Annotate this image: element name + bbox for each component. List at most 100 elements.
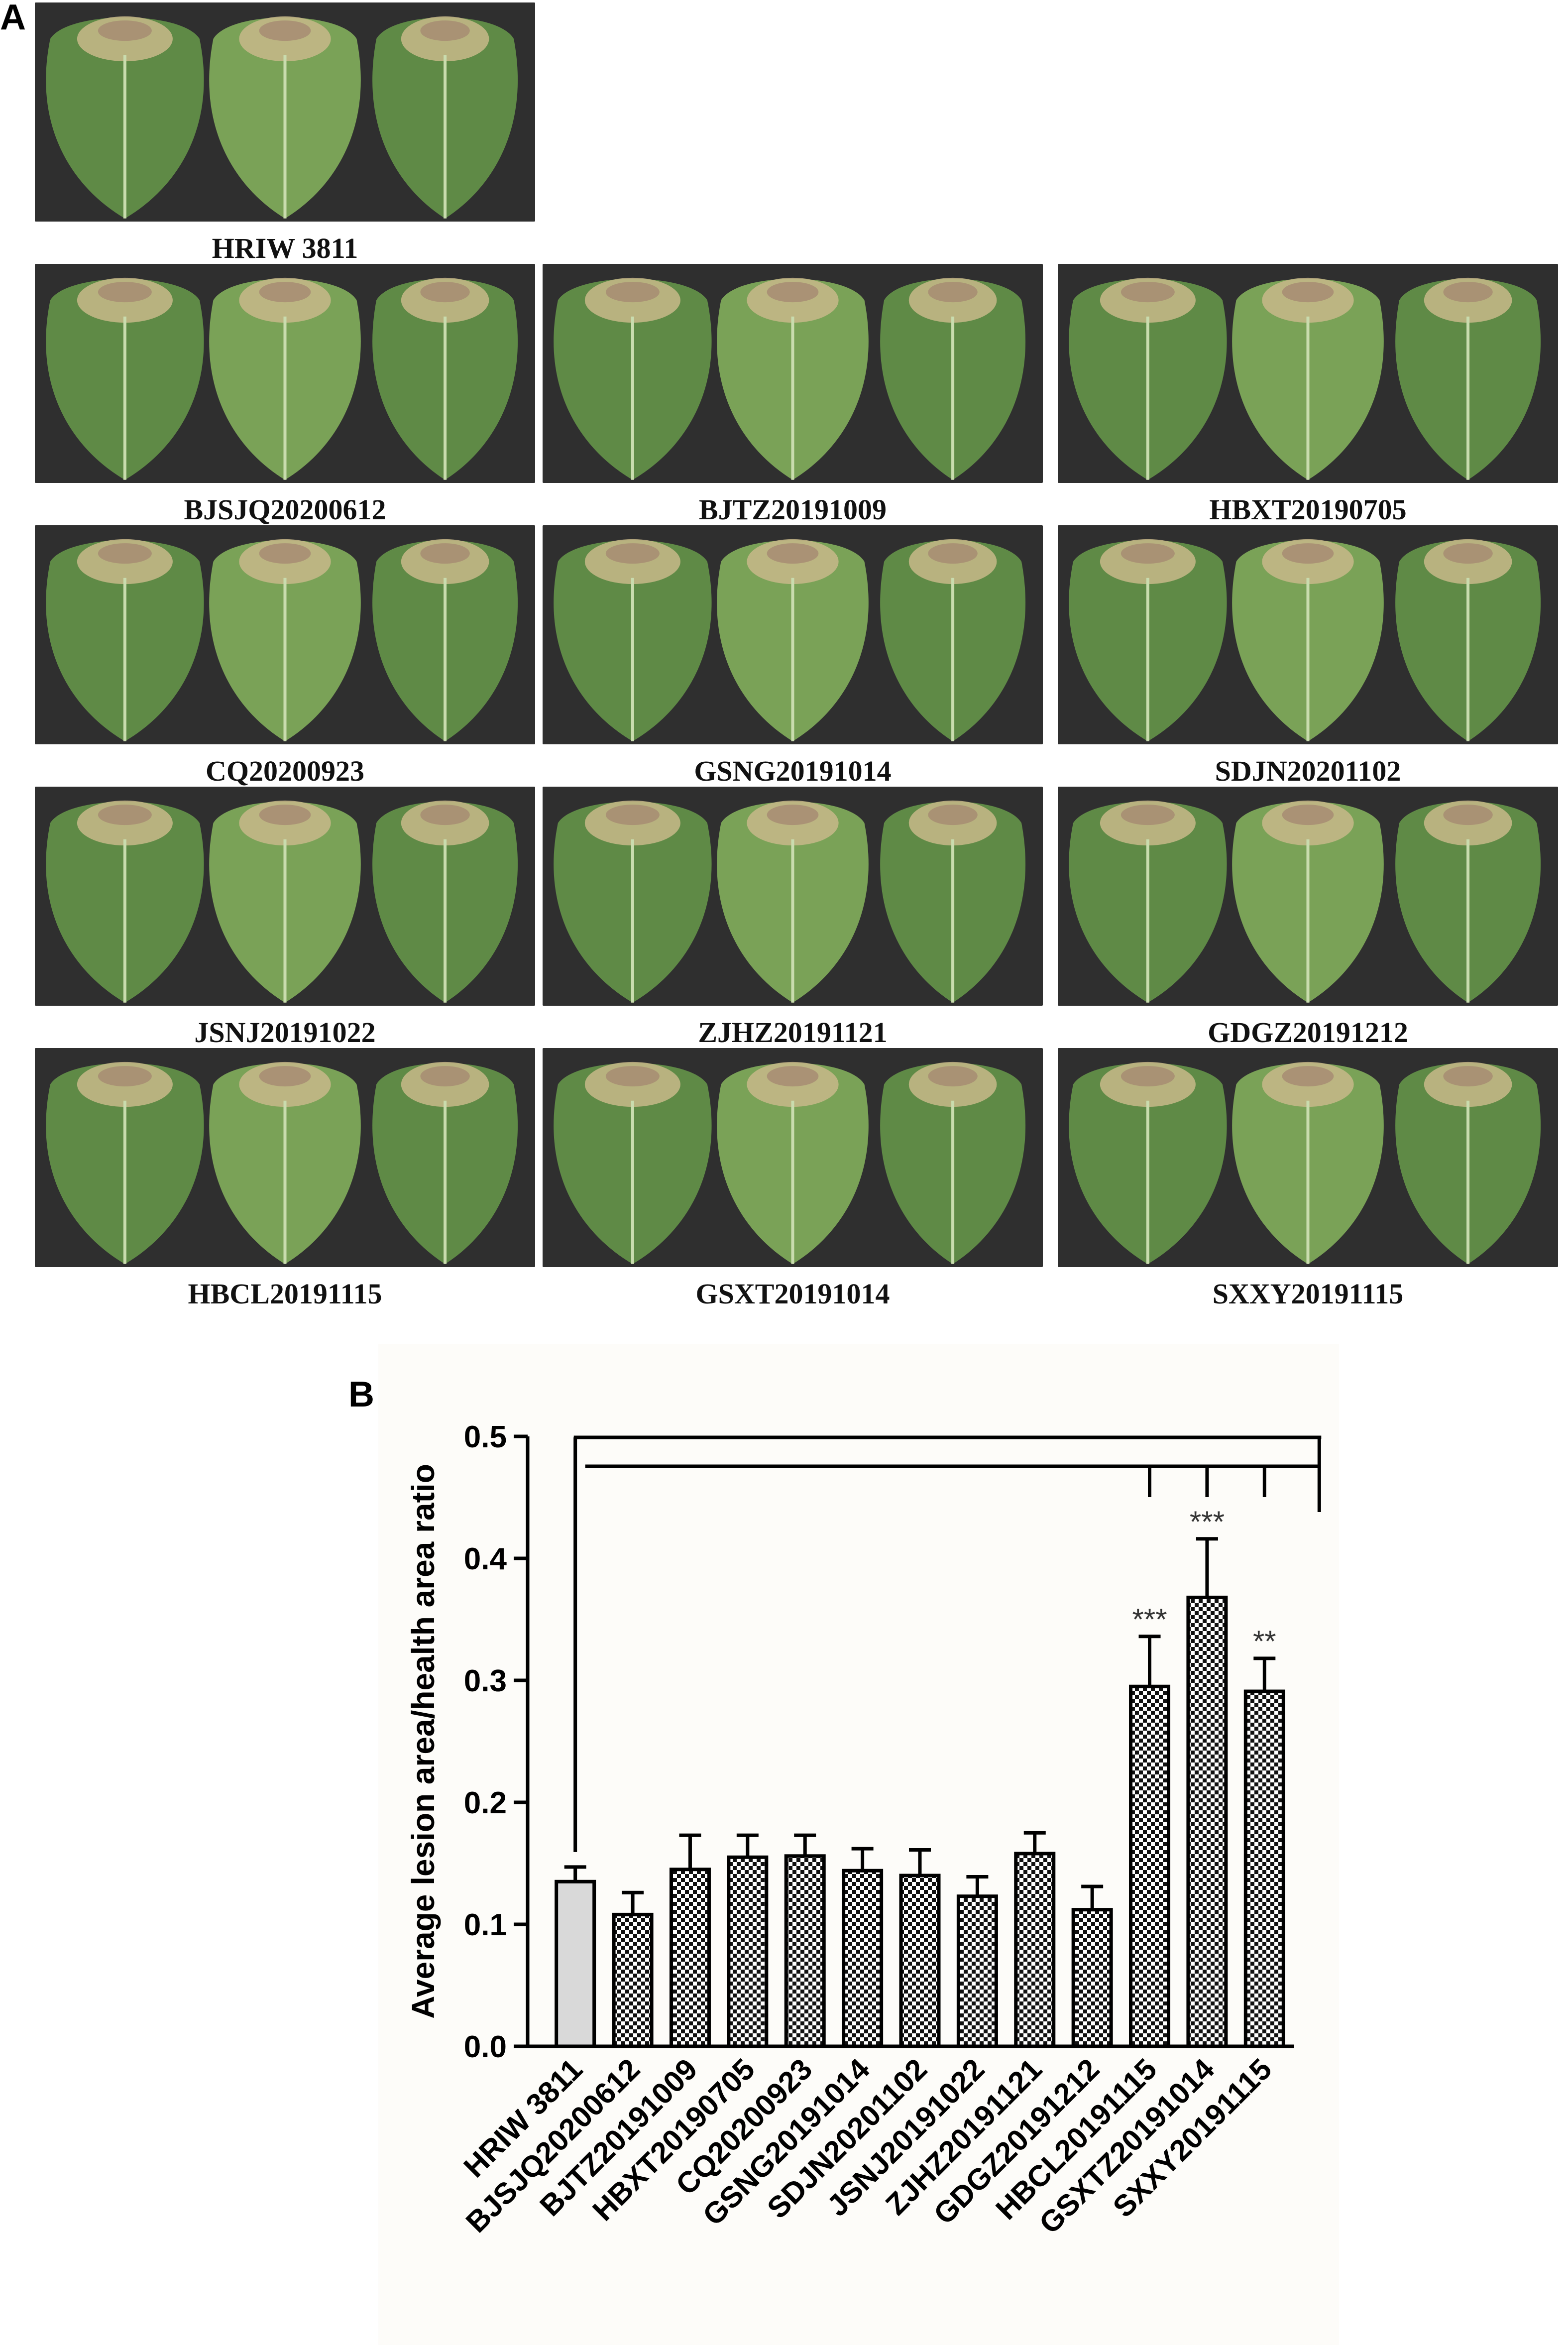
leaf-shape xyxy=(1232,539,1384,741)
leaf-photo xyxy=(1058,1048,1558,1267)
leaf-photo-panel xyxy=(543,1048,1043,1267)
leaf-shape xyxy=(46,800,204,1003)
leaf-panel-caption: GSXT20191014 xyxy=(695,1278,890,1310)
leaf-shape xyxy=(1069,277,1227,480)
leaf-photo xyxy=(35,525,535,744)
leaf-panel-caption: BJTZ20191009 xyxy=(698,493,887,526)
leaf-shape xyxy=(372,277,518,480)
leaf-photo xyxy=(1058,525,1558,744)
leaf-panel-caption: CQ20200923 xyxy=(206,755,364,787)
leaf-panel-caption: JSNJ20191022 xyxy=(194,1016,376,1049)
leaf-photo xyxy=(35,1048,535,1267)
leaf-shape xyxy=(46,1061,204,1264)
panel-b-letter: B xyxy=(348,1375,374,1414)
y-tick-label: 0.4 xyxy=(464,1542,507,1576)
y-tick-label: 0.2 xyxy=(464,1786,507,1820)
leaf-photo-panel xyxy=(35,1048,535,1267)
leaf-shape xyxy=(46,277,204,480)
leaf-photo-panel xyxy=(1058,1048,1558,1267)
leaf-photo-panel xyxy=(35,264,535,483)
leaf-shape xyxy=(372,800,518,1003)
leaf-shape xyxy=(1232,277,1384,480)
leaf-shape xyxy=(372,1061,518,1264)
leaf-photo xyxy=(1058,787,1558,1006)
leaf-shape xyxy=(209,277,361,480)
leaf-shape xyxy=(1395,1061,1541,1264)
leaf-photo-panel xyxy=(543,525,1043,744)
leaf-shape xyxy=(209,539,361,741)
bar xyxy=(956,1894,998,2048)
bar-chart-panel: 0.0 0.1 0.2 0.3 0.4 0.5 Average lesion area/he… xyxy=(378,1344,1339,2345)
bar xyxy=(727,1855,769,2048)
bar-chart: 0.0 0.1 0.2 0.3 0.4 0.5 Average lesion area/he… xyxy=(405,1420,1322,2240)
leaf-shape xyxy=(880,539,1026,741)
bar xyxy=(1071,1908,1113,2048)
leaf-photo-panel xyxy=(1058,264,1558,483)
leaf-photo xyxy=(543,1048,1043,1267)
leaf-shape xyxy=(1069,800,1227,1003)
leaf-shape xyxy=(717,277,869,480)
y-tick-label: 0.3 xyxy=(464,1664,507,1698)
leaf-photo xyxy=(35,787,535,1006)
bar xyxy=(1129,1684,1171,2048)
y-tick-label: 0.0 xyxy=(464,2030,507,2064)
leaf-photo xyxy=(1058,264,1558,483)
leaf-shape xyxy=(1395,800,1541,1003)
leaf-shape xyxy=(880,800,1026,1003)
significance-label: *** xyxy=(1132,1603,1167,1636)
leaf-photo-panel xyxy=(35,787,535,1006)
leaf-photo xyxy=(543,525,1043,744)
leaf-shape xyxy=(717,800,869,1003)
leaf-shape xyxy=(372,16,518,219)
leaf-shape xyxy=(46,16,204,219)
bar xyxy=(669,1868,711,2048)
leaf-panel-caption: SXXY20191115 xyxy=(1212,1278,1404,1310)
bar xyxy=(784,1854,826,2048)
leaf-shape xyxy=(554,539,712,741)
leaf-shape xyxy=(717,1061,869,1264)
bar xyxy=(612,1912,654,2048)
leaf-shape xyxy=(554,277,712,480)
leaf-shape xyxy=(554,800,712,1003)
leaf-panel-caption: SDJN20201102 xyxy=(1215,755,1401,787)
leaf-panel-caption: BJSJQ20200612 xyxy=(184,493,386,526)
bar xyxy=(842,1869,884,2048)
leaf-shape xyxy=(554,1061,712,1264)
y-tick-label: 0.1 xyxy=(464,1908,507,1942)
y-tick-label: 0.5 xyxy=(464,1420,507,1454)
leaf-shape xyxy=(717,539,869,741)
leaf-shape xyxy=(372,539,518,741)
bar xyxy=(1186,1595,1228,2048)
leaf-shape xyxy=(880,1061,1026,1264)
leaf-photo-panel xyxy=(1058,787,1558,1006)
leaf-panel-caption: HRIW 3811 xyxy=(212,232,358,264)
leaf-photo xyxy=(35,2,535,222)
significance-label: *** xyxy=(1190,1505,1225,1538)
y-axis-label: Average lesion area/health area ratio xyxy=(405,1464,441,2019)
bar xyxy=(1243,1689,1285,2048)
leaf-panel-caption: HBCL20191115 xyxy=(188,1278,382,1310)
leaf-photo xyxy=(543,264,1043,483)
bar xyxy=(1014,1852,1056,2048)
leaf-panel-caption: ZJHZ20191121 xyxy=(698,1016,888,1049)
leaf-shape xyxy=(1395,539,1541,741)
leaf-photo-panel xyxy=(35,525,535,744)
bar xyxy=(555,1880,596,2048)
leaf-shape xyxy=(209,800,361,1003)
leaf-shape xyxy=(1069,1061,1227,1264)
leaf-shape xyxy=(1395,277,1541,480)
bar xyxy=(899,1874,941,2048)
significance-label: ** xyxy=(1253,1625,1276,1658)
leaf-panel-caption: HBXT20190705 xyxy=(1209,493,1407,526)
leaf-shape xyxy=(46,539,204,741)
leaf-shape xyxy=(209,1061,361,1264)
leaf-panel-caption: GSNG20191014 xyxy=(694,755,892,787)
leaf-shape xyxy=(1232,800,1384,1003)
leaf-shape xyxy=(1069,539,1227,741)
leaf-photo-panel xyxy=(1058,525,1558,744)
leaf-shape xyxy=(209,16,361,219)
leaf-photo-panel xyxy=(35,2,535,222)
leaf-photo xyxy=(35,264,535,483)
leaf-shape xyxy=(1232,1061,1384,1264)
leaf-shape xyxy=(880,277,1026,480)
